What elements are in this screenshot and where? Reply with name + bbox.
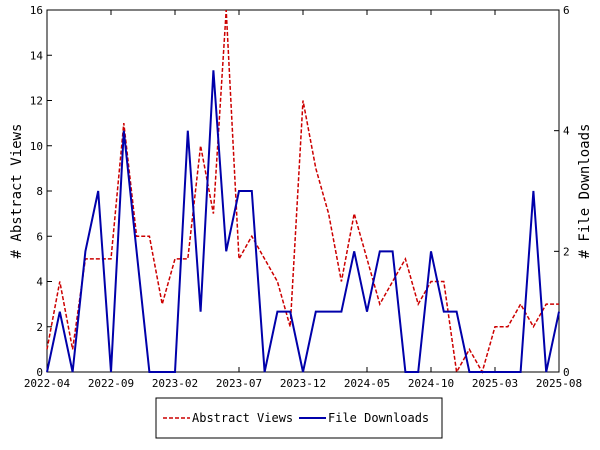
x-tick-label: 2024-10 <box>408 377 454 390</box>
legend-label-abstract-views: Abstract Views <box>192 411 293 425</box>
y-axis-right-title: # File Downloads <box>577 124 593 259</box>
y-left-tick-label: 10 <box>30 140 43 153</box>
legend: Abstract Views File Downloads <box>155 397 443 439</box>
y-left-tick-label: 12 <box>30 95 43 108</box>
x-tick-label: 2022-09 <box>88 377 134 390</box>
plot-area <box>46 9 560 373</box>
ticks-layer: 2022-04 2022-09 2023-02 2023-07 2023-12 2024-… <box>24 4 582 390</box>
y-left-tick-label: 8 <box>36 185 43 198</box>
x-tick-label: 2023-12 <box>280 377 326 390</box>
x-tick-label: 2025-03 <box>472 377 518 390</box>
y-left-tick-label: 4 <box>36 276 43 289</box>
y-left-tick-label: 16 <box>30 4 43 17</box>
y-left-tick-label: 2 <box>36 321 43 334</box>
x-tick-label: 2025-08 <box>536 377 582 390</box>
x-tick-label: 2023-07 <box>216 377 262 390</box>
y-right-tick-label: 2 <box>563 245 570 258</box>
y-right-tick-label: 0 <box>563 366 570 379</box>
y-left-tick-label: 14 <box>30 49 44 62</box>
x-tick-label: 2022-04 <box>24 377 71 390</box>
file-downloads-line <box>46 70 560 373</box>
x-tick-label: 2024-05 <box>344 377 390 390</box>
y-left-tick-label: 6 <box>36 230 43 243</box>
legend-label-file-downloads: File Downloads <box>328 411 429 425</box>
y-axis-left-title: # Abstract Views <box>9 124 25 259</box>
y-right-tick-label: 6 <box>563 4 570 17</box>
y-right-tick-label: 4 <box>563 125 570 138</box>
y-left-tick-label: 0 <box>36 366 43 379</box>
series-layer <box>46 9 560 375</box>
x-tick-label: 2023-02 <box>152 377 198 390</box>
abstract-views-line <box>46 9 559 375</box>
